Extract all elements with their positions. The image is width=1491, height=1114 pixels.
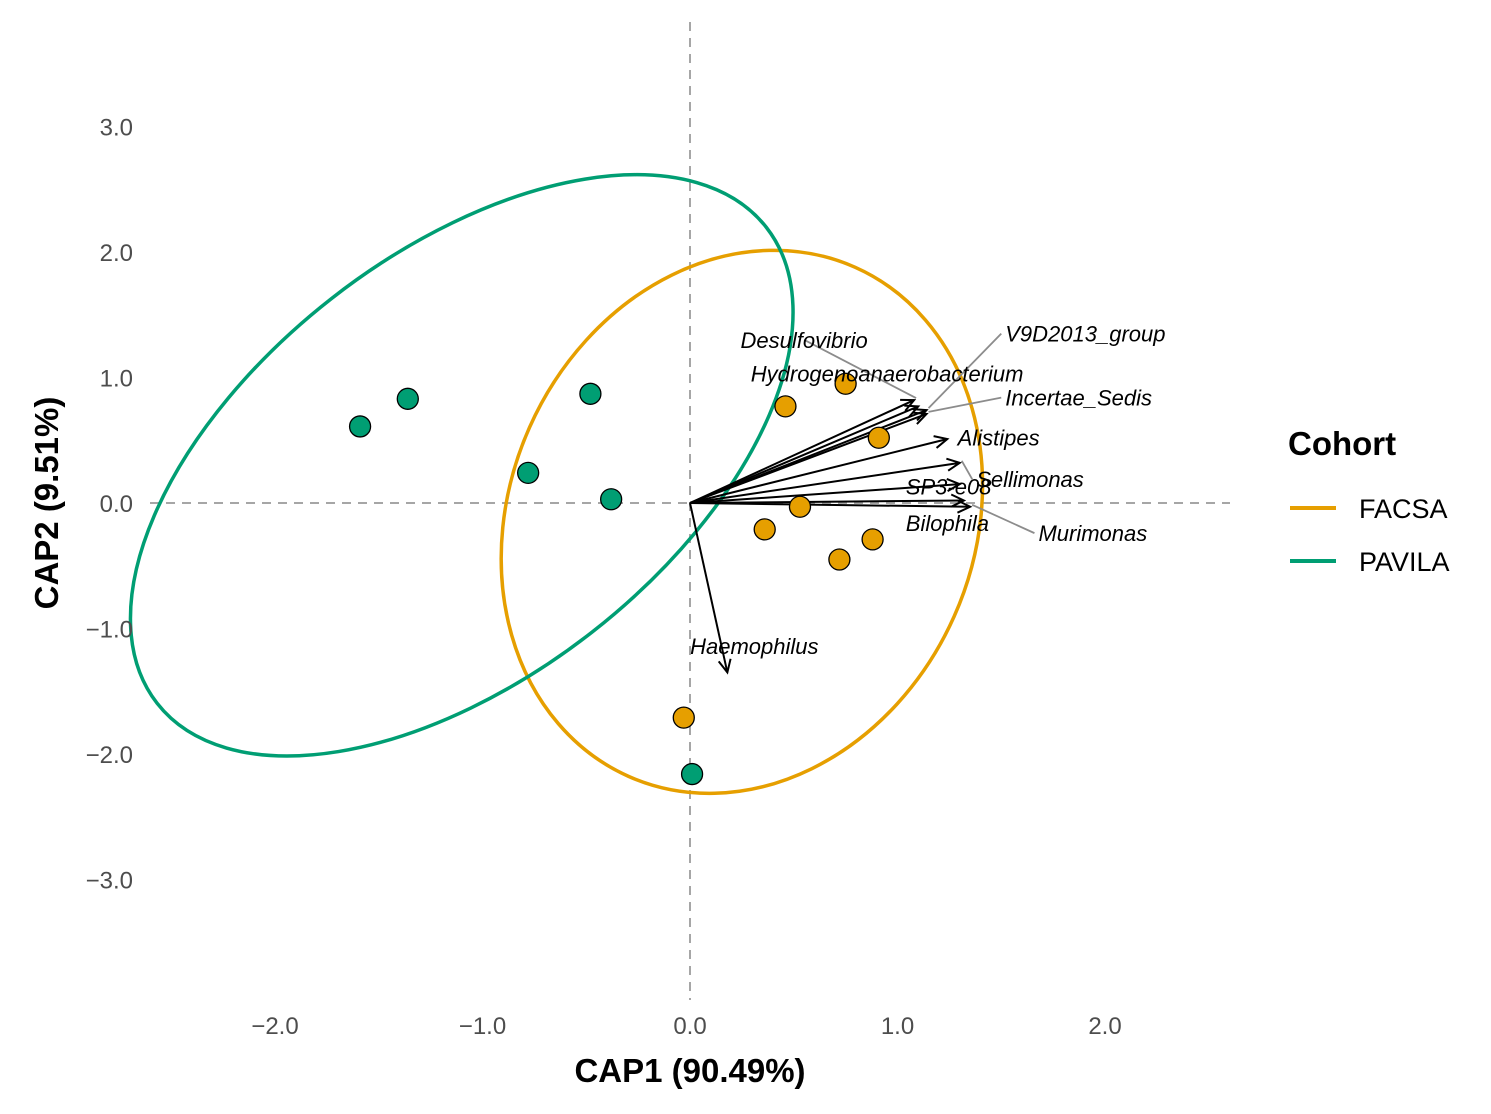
vector-label-incertae-sedis: Incertae_Sedis (1005, 386, 1152, 411)
vector-label-v9d2013-group: V9D2013_group (1005, 322, 1165, 347)
legend-items: FACSA PAVILA (1290, 494, 1450, 577)
pavila-point-5 (600, 488, 623, 511)
x-tick-label: −1.0 (459, 1013, 506, 1040)
pavila-point-3 (517, 461, 540, 485)
arrowhead-murimonas (957, 499, 973, 514)
pavila-point-2 (396, 387, 419, 410)
facsa-point-8 (672, 706, 695, 729)
pavila-ellipse (128, 172, 795, 758)
y-tick-label: −3.0 (86, 868, 133, 895)
vector-desulfovibrio (689, 399, 915, 504)
confidence-ellipses (128, 172, 985, 796)
x-tick-label: 1.0 (881, 1013, 914, 1040)
vector-label-sp3-e08: SP3-e08 (906, 475, 992, 500)
legend-title: Cohort (1288, 425, 1396, 462)
x-tick-label: −2.0 (251, 1013, 298, 1040)
reference-lines (150, 22, 1230, 1000)
y-tick-label: 3.0 (100, 115, 133, 142)
arrowhead-sellimonas (946, 457, 963, 472)
vector-label-sellimonas: Sellimonas (976, 467, 1084, 492)
arrowhead-hydrogenoanaerobacterium (904, 404, 921, 418)
y-tick-label: −2.0 (86, 742, 133, 769)
vector-bilophila (689, 499, 964, 504)
vector-alistipes (689, 438, 948, 504)
species-vectors (689, 332, 1035, 675)
arrowhead-alistipes (933, 435, 950, 449)
pavila-point-6 (680, 762, 704, 786)
facsa-point-7 (861, 528, 884, 551)
legend-label-facsa: FACSA (1359, 494, 1448, 524)
facsa-point-6 (828, 548, 851, 571)
facsa-point-2 (774, 395, 797, 418)
arrowhead-sp3-e08 (946, 478, 963, 492)
facsa-point-4 (788, 495, 812, 518)
y-tick-label: 1.0 (100, 366, 133, 393)
vector-murimonas (689, 502, 971, 508)
vector-incertae-sedis (689, 412, 927, 504)
facsa-point-3 (867, 426, 890, 449)
arrowhead-bilophila (950, 493, 967, 508)
leader-sellimonas (960, 460, 973, 480)
legend: Cohort FACSA PAVILA (1288, 425, 1450, 577)
vector-label-haemophilus: Haemophilus (690, 634, 818, 659)
leader-murimonas (971, 503, 1035, 534)
x-axis-title: CAP1 (90.49%) (574, 1052, 805, 1089)
vector-haemophilus (689, 502, 729, 673)
sample-points (348, 372, 890, 786)
x-tick-label: 2.0 (1088, 1013, 1121, 1040)
vector-label-desulfovibrio: Desulfovibrio (741, 328, 868, 353)
x-tick-label: 0.0 (673, 1013, 706, 1040)
vector-sellimonas (689, 461, 960, 504)
leader-incertae-sedis (928, 396, 1002, 413)
y-tick-label: 2.0 (100, 240, 133, 267)
leader-desulfovibrio (803, 339, 917, 399)
vector-label-bilophila: Bilophila (906, 511, 989, 536)
vector-label-hydrogenoanaerobacterium: Hydrogenoanaerobacterium (751, 362, 1024, 387)
arrowhead-incertae-sedis (912, 411, 929, 425)
facsa-point-1 (834, 372, 857, 395)
facsa-ellipse (499, 248, 985, 796)
arrowhead-haemophilus (717, 658, 732, 675)
leader-v9d2013-group (927, 332, 1002, 409)
y-tick-label: −1.0 (86, 617, 133, 644)
vector-label-murimonas: Murimonas (1038, 521, 1147, 546)
vector-label-alistipes: Alistipes (956, 426, 1040, 451)
x-tick-labels: −2.0 −1.0 0.0 1.0 2.0 (251, 1013, 1121, 1040)
y-tick-label: 0.0 (100, 491, 133, 518)
vector-labels: Desulfovibrio V9D2013_group Hydrogenoanaer… (690, 322, 1165, 659)
arrowhead-desulfovibrio (900, 398, 917, 412)
pavila-point-4 (579, 382, 602, 405)
pavila-point-1 (348, 415, 372, 438)
facsa-point-5 (753, 518, 776, 541)
y-axis-title: CAP2 (9.51%) (28, 397, 65, 610)
legend-label-pavila: PAVILA (1359, 547, 1450, 577)
vector-hydrogenoanaerobacterium (689, 405, 919, 504)
vector-sp3-e08 (689, 483, 960, 504)
y-tick-labels: 3.0 2.0 1.0 0.0 −1.0 −2.0 −3.0 (86, 115, 133, 895)
